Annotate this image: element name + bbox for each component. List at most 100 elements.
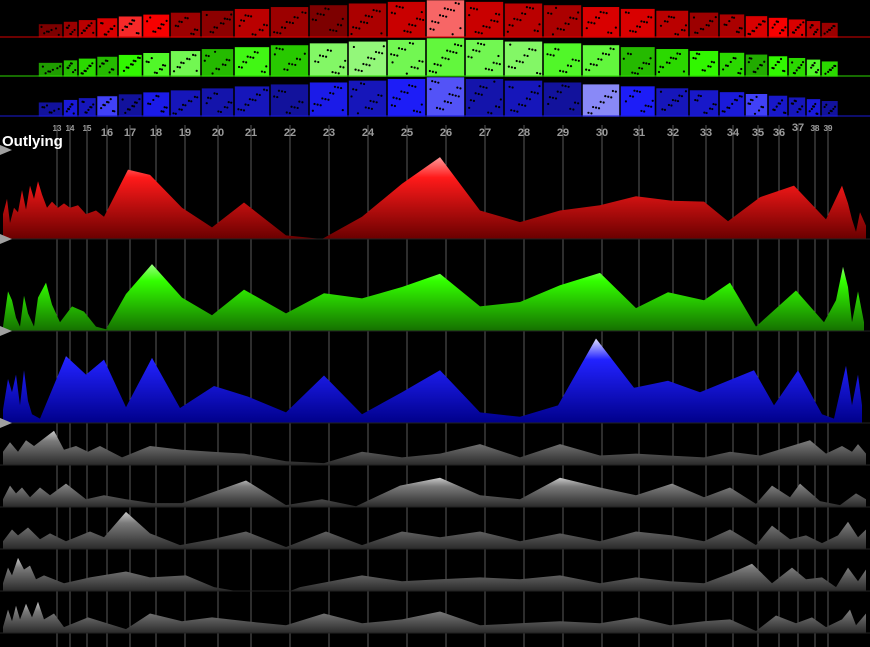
heat-dot bbox=[45, 104, 49, 107]
heat-dot bbox=[604, 52, 608, 56]
heat-dot bbox=[358, 27, 361, 30]
heat-dot bbox=[283, 68, 286, 71]
heat-dot bbox=[663, 20, 667, 23]
heat-dot bbox=[415, 110, 419, 113]
heat-cell-blue-21 bbox=[234, 85, 270, 118]
heat-cell-green-32 bbox=[655, 48, 689, 78]
heat-dot bbox=[708, 107, 712, 110]
heat-dot bbox=[452, 51, 455, 54]
heat-dot bbox=[629, 53, 632, 56]
heat-dot bbox=[350, 95, 353, 98]
heat-dot bbox=[217, 68, 221, 71]
heat-dot bbox=[393, 53, 396, 57]
heat-dot bbox=[562, 28, 565, 31]
heat-dot bbox=[588, 69, 591, 72]
heat-dot bbox=[449, 101, 453, 105]
heat-dot bbox=[56, 67, 59, 70]
heat-dot bbox=[763, 60, 766, 63]
heat-dot bbox=[571, 58, 574, 61]
heat-dot bbox=[314, 60, 317, 63]
heat-dot bbox=[507, 65, 510, 68]
heat-dot bbox=[760, 105, 763, 108]
heat-cell-green-22 bbox=[270, 44, 309, 78]
heat-dot bbox=[479, 42, 483, 46]
heat-dot bbox=[812, 105, 815, 108]
heat-dot bbox=[437, 81, 440, 84]
heat-dot bbox=[40, 25, 43, 28]
heat-dot bbox=[296, 16, 299, 19]
area-panel-gray1 bbox=[0, 430, 870, 466]
heat-dot bbox=[676, 33, 680, 36]
heat-dot bbox=[313, 102, 316, 106]
heat-dot bbox=[311, 109, 314, 112]
heat-dot bbox=[509, 43, 512, 46]
heat-dot bbox=[333, 85, 337, 88]
heat-dot bbox=[69, 105, 72, 108]
heat-dot bbox=[667, 15, 671, 18]
row-resize-handle-3[interactable] bbox=[0, 326, 12, 336]
heat-dot bbox=[205, 54, 208, 57]
heat-dot bbox=[484, 67, 487, 70]
area-gray1 bbox=[3, 430, 866, 465]
heat-cell-blue-16 bbox=[96, 95, 118, 118]
heat-cell-red-17 bbox=[118, 15, 143, 39]
heat-dot bbox=[186, 17, 189, 20]
heat-dot bbox=[133, 101, 137, 104]
row-resize-handle-2[interactable] bbox=[0, 234, 12, 244]
heat-dot bbox=[725, 23, 728, 27]
heat-dot bbox=[610, 31, 613, 35]
heat-cell-green-33 bbox=[689, 50, 719, 78]
heat-dot bbox=[227, 101, 230, 104]
heat-dot bbox=[344, 59, 347, 62]
heat-dot bbox=[610, 96, 613, 99]
heat-dot bbox=[256, 51, 259, 54]
heat-dot bbox=[674, 57, 678, 60]
heat-cell-blue-17 bbox=[118, 93, 143, 118]
heat-dot bbox=[678, 94, 681, 97]
heat-dot bbox=[184, 16, 187, 19]
heat-dot bbox=[488, 26, 491, 29]
heat-dot bbox=[633, 72, 637, 75]
heat-dot bbox=[215, 67, 218, 70]
heat-dot bbox=[524, 104, 527, 107]
heat-dot bbox=[728, 106, 731, 110]
heat-dot bbox=[212, 31, 215, 34]
heat-dot bbox=[530, 90, 533, 94]
heat-dot bbox=[47, 30, 50, 33]
heat-dot bbox=[638, 25, 642, 28]
heat-dot bbox=[680, 95, 684, 98]
heat-dot bbox=[381, 52, 384, 55]
heat-dot bbox=[180, 61, 183, 64]
heat-dot bbox=[59, 65, 62, 68]
heat-dot bbox=[701, 69, 704, 72]
heat-dot bbox=[80, 31, 83, 35]
heat-cell-red-32 bbox=[655, 10, 689, 39]
heat-dot bbox=[559, 69, 562, 72]
heat-dot bbox=[438, 14, 442, 17]
heat-cell-green-30 bbox=[582, 44, 620, 78]
row-resize-handle-1[interactable] bbox=[0, 145, 12, 155]
heat-dot bbox=[784, 26, 787, 29]
heat-dot bbox=[830, 26, 833, 30]
heat-dot bbox=[101, 62, 104, 65]
heat-dot bbox=[650, 16, 653, 19]
heat-dot bbox=[397, 47, 401, 50]
heat-dot bbox=[564, 85, 567, 88]
heat-dot bbox=[109, 98, 112, 101]
heat-dot bbox=[533, 29, 536, 32]
row-resize-handle-4[interactable] bbox=[0, 418, 12, 428]
heat-dot bbox=[44, 72, 47, 75]
heat-dot bbox=[324, 97, 327, 101]
heat-dot bbox=[447, 58, 450, 61]
heat-dot bbox=[551, 96, 555, 99]
heat-dot bbox=[574, 59, 577, 62]
heat-dot bbox=[329, 91, 332, 95]
heat-dot bbox=[546, 53, 549, 56]
heat-dot bbox=[295, 57, 299, 60]
heat-dot bbox=[647, 105, 650, 108]
heat-dot bbox=[661, 66, 665, 69]
heat-dot bbox=[341, 17, 344, 20]
heat-dot bbox=[508, 23, 511, 27]
heat-dot bbox=[125, 25, 129, 29]
heat-dot bbox=[525, 97, 528, 100]
